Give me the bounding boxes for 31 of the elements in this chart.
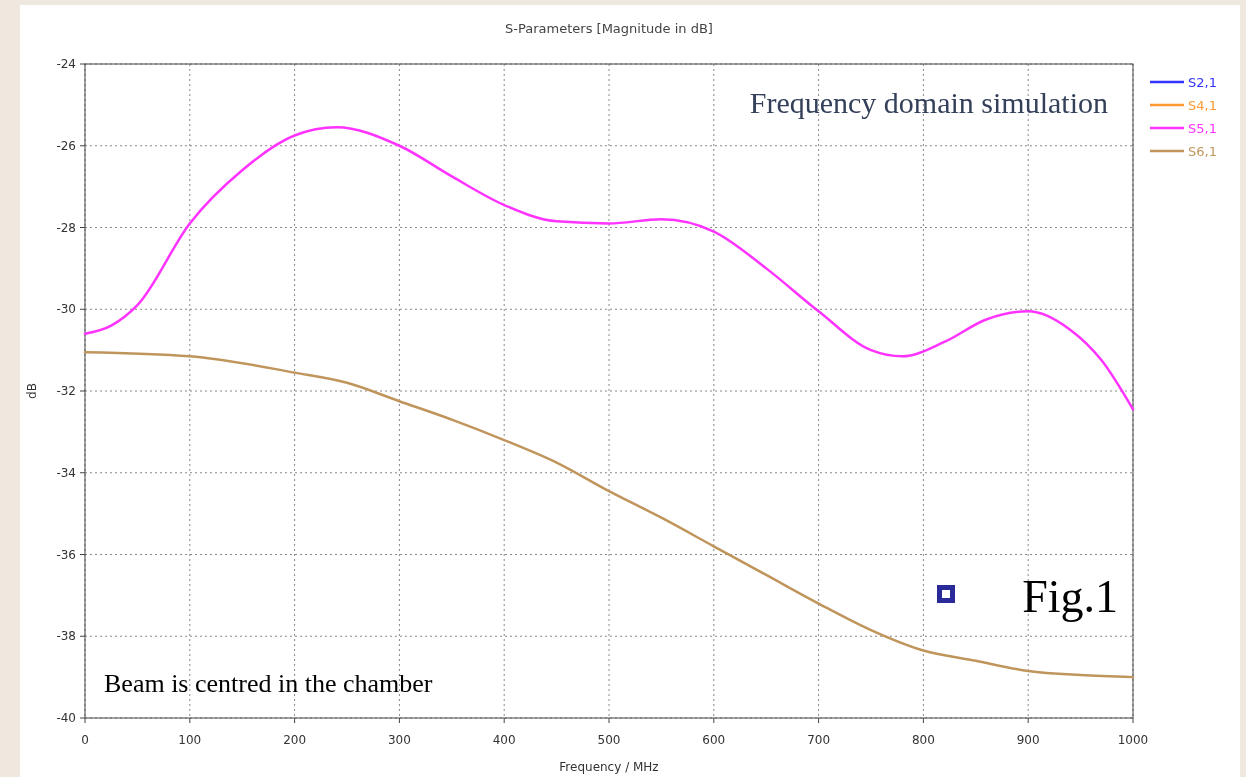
y-tick-label: -30 — [56, 302, 76, 317]
y-tick-label: -24 — [56, 57, 76, 71]
y-tick-label: -32 — [56, 384, 76, 398]
y-tick-label: -36 — [56, 547, 76, 562]
x-axis-title: Frequency / MHz — [559, 760, 659, 774]
annotation: Fig.1 — [1022, 571, 1118, 622]
x-tick-label: 800 — [911, 733, 935, 747]
x-tick-label: 400 — [492, 733, 516, 747]
annotation: Beam is centred in the chamber — [104, 669, 433, 698]
x-tick-label: 600 — [702, 733, 726, 747]
x-tick-label: 1000 — [1117, 733, 1149, 747]
y-tick-label: -34 — [56, 465, 76, 480]
legend-label: S6,1 — [1188, 144, 1217, 159]
chart-title: S-Parameters [Magnitude in dB] — [505, 21, 713, 36]
x-tick-label: 700 — [807, 733, 831, 747]
legend-label: S2,1 — [1188, 75, 1217, 90]
x-tick-label: 200 — [283, 733, 307, 747]
y-tick-label: -28 — [56, 220, 76, 235]
y-axis-title: dB — [25, 383, 39, 399]
legend-label: S4,1 — [1188, 98, 1217, 113]
x-tick-label: 0 — [81, 733, 89, 747]
line-series — [83, 126, 1135, 411]
legend-label: S5,1 — [1188, 121, 1217, 136]
x-tick-label: 300 — [387, 733, 411, 747]
annotation: Frequency domain simulation — [749, 86, 1108, 119]
y-tick-label: -40 — [56, 711, 76, 725]
x-tick-label: 500 — [597, 733, 621, 747]
x-tick-label: 900 — [1016, 733, 1040, 747]
y-tick-label: -26 — [56, 138, 76, 153]
y-tick-label: -38 — [56, 629, 76, 644]
x-tick-label: 100 — [178, 733, 202, 747]
